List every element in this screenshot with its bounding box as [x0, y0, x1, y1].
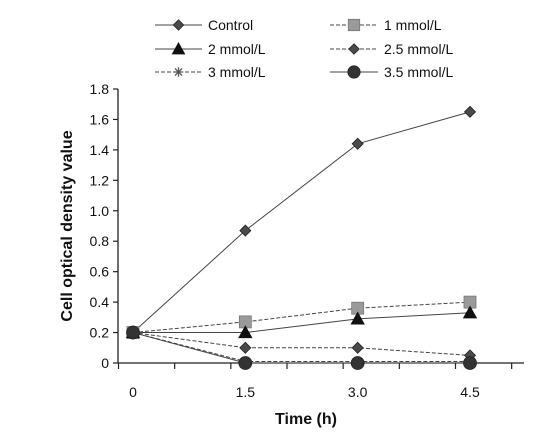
x-ticks: 0 1.5 3.0 4.5 [117, 363, 513, 400]
y-tick-label: 0.4 [90, 294, 110, 310]
legend-label-1-mmol-l: 1 mmol/L [384, 17, 442, 33]
y-tick-label: 0.2 [90, 325, 110, 341]
data-point-2-mmol-l [238, 325, 253, 339]
legend: Control 1 mmol/L 2 mmol/L 2.5 mmol/L 3 mmol/… [155, 17, 453, 80]
legend-label-3-mmol-l: 3 mmol/L [208, 64, 266, 80]
data-point-2-5-mmol-l [239, 341, 252, 354]
y-tick-label: 0.6 [90, 264, 110, 280]
data-point-3-5-mmol-l [350, 356, 365, 370]
series-line-3-5-mmol-l [132, 332, 470, 364]
legend-marker-3-5-mmol-l [347, 65, 361, 79]
legend-marker-2-mmol-l [171, 42, 186, 55]
y-axis-title: Cell optical density value [59, 130, 76, 321]
legend-label-2-5-mmol-l: 2.5 mmol/L [384, 41, 453, 57]
x-tick-label: 3.0 [348, 384, 368, 400]
x-axis-title: Time (h) [275, 411, 337, 428]
data-point-control [351, 137, 364, 150]
series-line-2-mmol-l [133, 312, 471, 334]
series-lines [132, 111, 471, 364]
legend-label-control: Control [208, 17, 253, 33]
series-markers [125, 105, 478, 370]
y-ticks: 0 0.2 0.4 0.6 0.8 1.0 1.2 1.4 1.6 1.8 [90, 81, 118, 371]
data-point-3-5-mmol-l [238, 356, 253, 370]
data-point-2-5-mmol-l [351, 341, 364, 354]
series-line-2-5-mmol-l [132, 332, 471, 356]
x-tick-label: 0 [129, 384, 137, 400]
y-tick-label: 0.8 [90, 233, 110, 249]
data-point-control [463, 105, 477, 118]
series-line-1-mmol-l [132, 301, 471, 334]
data-point-control [239, 224, 252, 237]
x-tick-label: 1.5 [236, 384, 256, 400]
y-tick-label: 1.6 [90, 111, 110, 127]
legend-marker-control [172, 19, 185, 31]
data-point-3-5-mmol-l [463, 356, 477, 370]
y-tick-label: 1.2 [90, 172, 110, 188]
x-tick-label: 4.5 [460, 384, 480, 400]
data-point-2-mmol-l [350, 311, 365, 325]
legend-marker-2-5-mmol-l [348, 43, 360, 55]
y-tick-label: 1.4 [90, 142, 110, 158]
axes [117, 89, 524, 364]
y-tick-label: 1.8 [90, 81, 110, 97]
legend-marker-1-mmol-l [347, 18, 361, 32]
data-point-2-mmol-l [462, 305, 478, 319]
legend-label-2-mmol-l: 2 mmol/L [208, 41, 266, 57]
data-point-3-5-mmol-l [126, 325, 140, 340]
y-tick-label: 0 [101, 355, 109, 371]
legend-marker-3-mmol-l [173, 67, 184, 77]
series-line-3-mmol-l [132, 332, 470, 362]
y-tick-label: 1.0 [90, 203, 110, 219]
legend-label-3-5-mmol-l: 3.5 mmol/L [384, 64, 453, 80]
series-line-control [132, 111, 471, 333]
